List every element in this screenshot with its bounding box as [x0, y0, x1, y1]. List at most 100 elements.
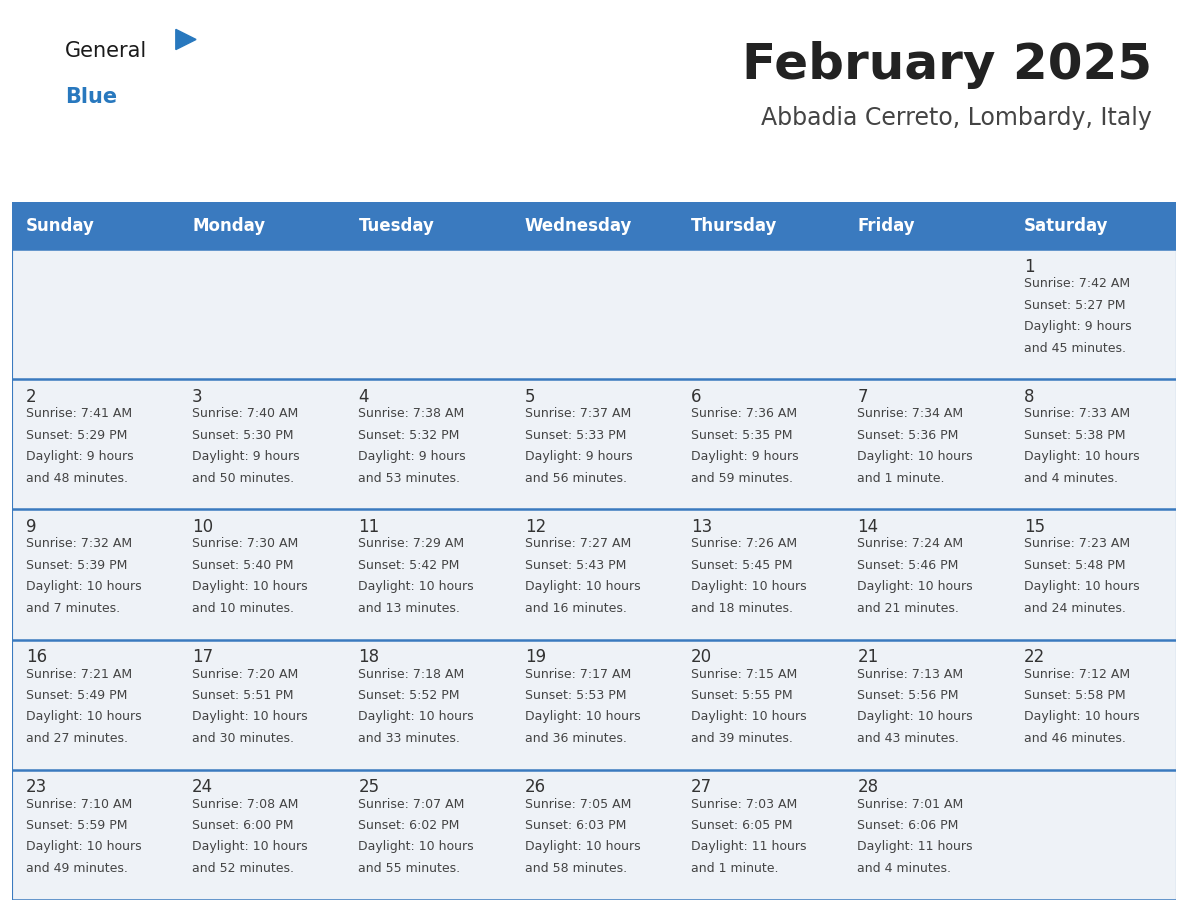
- Text: and 56 minutes.: and 56 minutes.: [525, 472, 627, 485]
- Text: Sunset: 5:45 PM: Sunset: 5:45 PM: [691, 559, 792, 572]
- Text: Tuesday: Tuesday: [359, 217, 435, 235]
- Text: Daylight: 10 hours: Daylight: 10 hours: [1024, 580, 1139, 593]
- Text: Sunrise: 7:38 AM: Sunrise: 7:38 AM: [359, 408, 465, 420]
- Text: Sunset: 5:52 PM: Sunset: 5:52 PM: [359, 689, 460, 702]
- Text: Daylight: 9 hours: Daylight: 9 hours: [1024, 320, 1131, 333]
- Text: Daylight: 10 hours: Daylight: 10 hours: [691, 580, 807, 593]
- Text: Sunrise: 7:13 AM: Sunrise: 7:13 AM: [858, 667, 963, 680]
- Text: Daylight: 10 hours: Daylight: 10 hours: [192, 841, 308, 854]
- Text: Daylight: 9 hours: Daylight: 9 hours: [192, 451, 299, 464]
- Text: Sunset: 5:51 PM: Sunset: 5:51 PM: [192, 689, 293, 702]
- Text: 28: 28: [858, 778, 879, 796]
- Text: Sunrise: 7:18 AM: Sunrise: 7:18 AM: [359, 667, 465, 680]
- Bar: [178, 202, 345, 250]
- Text: 20: 20: [691, 648, 713, 666]
- Text: 26: 26: [525, 778, 546, 796]
- Text: Sunset: 5:42 PM: Sunset: 5:42 PM: [359, 559, 460, 572]
- Text: Sunrise: 7:03 AM: Sunrise: 7:03 AM: [691, 798, 797, 811]
- Text: Sunrise: 7:27 AM: Sunrise: 7:27 AM: [525, 537, 631, 551]
- Text: Sunrise: 7:33 AM: Sunrise: 7:33 AM: [1024, 408, 1130, 420]
- Text: and 16 minutes.: and 16 minutes.: [525, 602, 627, 615]
- Text: Daylight: 9 hours: Daylight: 9 hours: [525, 451, 632, 464]
- Text: Sunrise: 7:08 AM: Sunrise: 7:08 AM: [192, 798, 298, 811]
- Text: Sunset: 6:03 PM: Sunset: 6:03 PM: [525, 819, 626, 832]
- Text: 14: 14: [858, 518, 879, 536]
- Text: Sunset: 5:58 PM: Sunset: 5:58 PM: [1024, 689, 1125, 702]
- Text: Daylight: 10 hours: Daylight: 10 hours: [359, 711, 474, 723]
- Text: Sunset: 6:00 PM: Sunset: 6:00 PM: [192, 819, 293, 832]
- Text: 1: 1: [1024, 258, 1035, 275]
- Text: and 21 minutes.: and 21 minutes.: [858, 602, 960, 615]
- Bar: [12, 509, 1176, 640]
- Text: and 45 minutes.: and 45 minutes.: [1024, 341, 1126, 354]
- Bar: [843, 202, 1010, 250]
- Text: and 59 minutes.: and 59 minutes.: [691, 472, 794, 485]
- Text: Daylight: 10 hours: Daylight: 10 hours: [858, 580, 973, 593]
- Text: Sunrise: 7:41 AM: Sunrise: 7:41 AM: [26, 408, 132, 420]
- Text: and 4 minutes.: and 4 minutes.: [858, 862, 952, 875]
- Text: 19: 19: [525, 648, 546, 666]
- Text: Sunset: 6:05 PM: Sunset: 6:05 PM: [691, 819, 792, 832]
- Text: Saturday: Saturday: [1024, 217, 1108, 235]
- Bar: [12, 769, 1176, 900]
- Text: Sunrise: 7:42 AM: Sunrise: 7:42 AM: [1024, 277, 1130, 290]
- Text: Sunrise: 7:15 AM: Sunrise: 7:15 AM: [691, 667, 797, 680]
- Text: 12: 12: [525, 518, 546, 536]
- Text: Sunrise: 7:01 AM: Sunrise: 7:01 AM: [858, 798, 963, 811]
- Text: 15: 15: [1024, 518, 1045, 536]
- Text: Sunrise: 7:36 AM: Sunrise: 7:36 AM: [691, 408, 797, 420]
- Text: Sunset: 5:27 PM: Sunset: 5:27 PM: [1024, 299, 1125, 312]
- Text: Sunrise: 7:34 AM: Sunrise: 7:34 AM: [858, 408, 963, 420]
- Text: Sunset: 5:43 PM: Sunset: 5:43 PM: [525, 559, 626, 572]
- Text: Sunrise: 7:37 AM: Sunrise: 7:37 AM: [525, 408, 631, 420]
- Text: Sunrise: 7:29 AM: Sunrise: 7:29 AM: [359, 537, 465, 551]
- Text: and 39 minutes.: and 39 minutes.: [691, 732, 794, 744]
- Text: Sunrise: 7:10 AM: Sunrise: 7:10 AM: [26, 798, 132, 811]
- Text: and 30 minutes.: and 30 minutes.: [192, 732, 295, 744]
- Text: Sunrise: 7:12 AM: Sunrise: 7:12 AM: [1024, 667, 1130, 680]
- Text: Sunrise: 7:23 AM: Sunrise: 7:23 AM: [1024, 537, 1130, 551]
- Text: Daylight: 10 hours: Daylight: 10 hours: [359, 580, 474, 593]
- Text: Daylight: 10 hours: Daylight: 10 hours: [525, 580, 640, 593]
- Text: 27: 27: [691, 778, 713, 796]
- Text: Friday: Friday: [858, 217, 915, 235]
- Text: 8: 8: [1024, 387, 1035, 406]
- Text: Sunrise: 7:40 AM: Sunrise: 7:40 AM: [192, 408, 298, 420]
- Text: Sunset: 5:53 PM: Sunset: 5:53 PM: [525, 689, 626, 702]
- Text: 10: 10: [192, 518, 214, 536]
- Text: Sunday: Sunday: [26, 217, 95, 235]
- Text: Sunset: 5:48 PM: Sunset: 5:48 PM: [1024, 559, 1125, 572]
- Text: Sunrise: 7:32 AM: Sunrise: 7:32 AM: [26, 537, 132, 551]
- Bar: [12, 250, 1176, 379]
- Bar: [511, 202, 677, 250]
- Text: Daylight: 10 hours: Daylight: 10 hours: [858, 711, 973, 723]
- Text: and 24 minutes.: and 24 minutes.: [1024, 602, 1126, 615]
- Text: Daylight: 10 hours: Daylight: 10 hours: [359, 841, 474, 854]
- Text: 7: 7: [858, 387, 868, 406]
- Bar: [12, 640, 1176, 769]
- Text: Sunset: 5:40 PM: Sunset: 5:40 PM: [192, 559, 293, 572]
- Text: Sunrise: 7:24 AM: Sunrise: 7:24 AM: [858, 537, 963, 551]
- Bar: [677, 202, 843, 250]
- Text: and 43 minutes.: and 43 minutes.: [858, 732, 960, 744]
- Text: and 7 minutes.: and 7 minutes.: [26, 602, 120, 615]
- Text: Blue: Blue: [65, 87, 118, 107]
- Text: 18: 18: [359, 648, 380, 666]
- Text: Sunset: 5:30 PM: Sunset: 5:30 PM: [192, 429, 293, 442]
- Text: February 2025: February 2025: [742, 41, 1152, 89]
- Bar: [345, 202, 511, 250]
- Text: 23: 23: [26, 778, 48, 796]
- Text: 17: 17: [192, 648, 214, 666]
- Text: and 18 minutes.: and 18 minutes.: [691, 602, 794, 615]
- Text: Sunrise: 7:26 AM: Sunrise: 7:26 AM: [691, 537, 797, 551]
- Bar: [12, 379, 1176, 509]
- Text: and 10 minutes.: and 10 minutes.: [192, 602, 295, 615]
- Text: 9: 9: [26, 518, 37, 536]
- Text: Daylight: 10 hours: Daylight: 10 hours: [1024, 711, 1139, 723]
- Text: and 33 minutes.: and 33 minutes.: [359, 732, 461, 744]
- Text: 4: 4: [359, 387, 369, 406]
- Text: and 53 minutes.: and 53 minutes.: [359, 472, 461, 485]
- Text: Thursday: Thursday: [691, 217, 777, 235]
- Text: Daylight: 10 hours: Daylight: 10 hours: [192, 711, 308, 723]
- Text: Daylight: 10 hours: Daylight: 10 hours: [26, 711, 141, 723]
